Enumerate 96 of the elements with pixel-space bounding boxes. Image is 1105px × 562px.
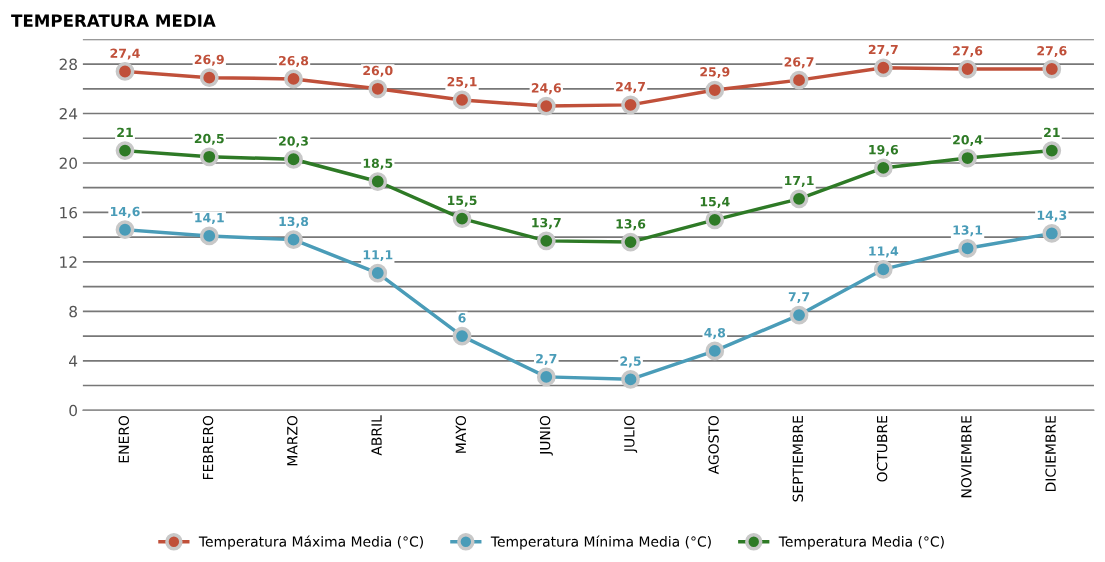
data-label: 24,6 [531,83,562,95]
point [115,220,135,240]
point [621,369,640,389]
y-tick-label: 4 [69,355,78,367]
data-label: 20,5 [194,133,224,145]
point [873,259,893,279]
point [199,147,219,167]
point [536,231,556,251]
legend-label: Temperatura Mínima Media (°C) [490,535,711,550]
point [199,68,219,88]
point [452,326,472,346]
data-label: 26,9 [194,54,224,66]
y-tick-label: 8 [69,305,77,318]
data-label: 21 [1044,127,1060,137]
data-label: 13,1 [953,225,983,237]
data-label: 15,5 [448,195,477,207]
point [115,62,135,81]
chart-title: TEMPERATURA MEDIA [11,14,216,27]
data-label: 24,7 [616,81,645,93]
data-label: 27,4 [110,48,140,60]
data-label: 2,7 [536,353,557,365]
x-tick-label: ABRIL [371,415,382,456]
point [1042,59,1062,79]
data-label: 27,6 [953,46,983,58]
data-label: 26,0 [363,65,393,77]
data-label: 19,6 [869,144,899,156]
y-tick-label: 20 [59,157,77,169]
point [115,141,135,160]
data-label: 11,4 [869,246,899,258]
point [958,148,977,168]
x-tick-label: JUNIO [539,415,553,456]
data-label: 4,8 [704,327,726,339]
data-label: 14,1 [195,213,224,224]
point [284,230,303,250]
x-tick-label: FEBRERO [202,415,214,480]
data-label: 7,7 [788,292,810,304]
point [958,238,977,258]
data-label: 13,8 [279,216,309,228]
data-label: 27,7 [868,44,898,56]
legend-label: Temperatura Media (°C) [778,536,944,550]
point [705,80,725,100]
x-tick-label: NOVIEMBRE [961,416,972,498]
point [368,172,388,191]
point [621,95,640,115]
y-tick-label: 0 [69,404,77,417]
point [452,90,472,110]
y-tick-label: 16 [60,206,78,219]
x-tick-label: JULIO [624,415,638,453]
point [1042,141,1062,160]
point [368,263,388,283]
point [621,232,640,252]
point [368,79,388,99]
y-tick-label: 28 [59,58,77,71]
point [1042,224,1062,243]
x-tick-label: AGOSTO [708,415,719,475]
y-tick-label: 24 [59,107,78,120]
data-label: 27,6 [1037,46,1067,58]
data-label: 18,5 [363,158,393,170]
point [873,58,893,78]
point [789,70,809,90]
data-label: 13,6 [616,219,646,231]
data-label: 11,1 [363,250,393,262]
x-tick-label: MARZO [287,415,298,466]
point [958,59,977,79]
point [452,209,472,228]
y-tick-label: 12 [60,256,77,268]
point [284,69,303,89]
data-label: 25,9 [700,67,730,79]
x-tick-label: MAYO [455,415,467,453]
data-label: 26,7 [784,57,814,69]
data-label: 14,3 [1037,210,1067,222]
data-label: 21 [117,127,133,137]
x-tick-label: ENERO [118,415,130,463]
data-label: 15,4 [700,197,730,208]
data-label: 20,3 [279,136,308,148]
point [789,305,809,325]
point [284,149,303,169]
x-tick-label: SEPTIEMBRE [792,416,804,502]
point [536,367,556,387]
data-label: 17,1 [785,176,814,187]
point [789,189,809,209]
data-label: 13,7 [532,217,561,229]
x-tick-label: DICIEMBRE [1045,416,1056,492]
data-label: 6 [458,313,466,323]
point [705,210,725,230]
point [705,341,725,361]
data-label: 25,1 [447,76,477,88]
point [536,96,556,116]
point [873,158,893,178]
data-label: 26,8 [279,55,309,67]
x-tick-label: OCTUBRE [876,416,888,482]
data-label: 2,5 [620,356,641,368]
point [199,226,219,246]
legend-label: Temperatura Máxima Media (°C) [198,535,423,550]
data-label: 14,6 [110,206,140,218]
data-label: 20,4 [953,135,983,147]
